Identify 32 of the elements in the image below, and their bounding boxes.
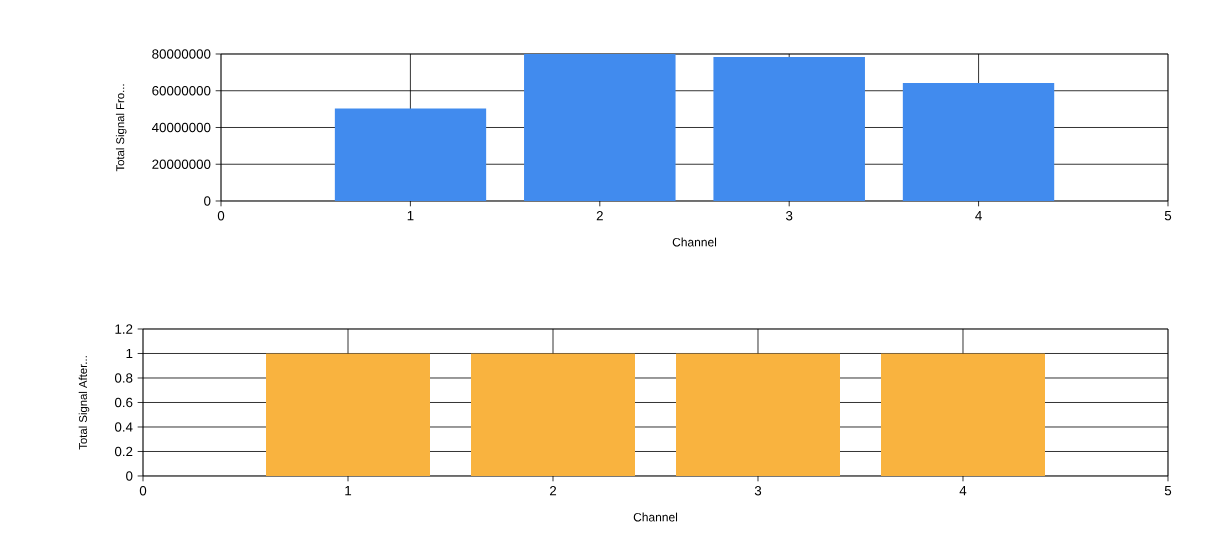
y-tick-label: 0.8 xyxy=(114,373,133,383)
y-tick-label: 1.2 xyxy=(115,324,133,334)
y-tick-label: 0 xyxy=(204,196,211,206)
x-tick-label: 1 xyxy=(345,486,352,496)
x-tick-label: 2 xyxy=(596,211,603,221)
x-tick-label: 1 xyxy=(407,211,414,221)
x-tick-label: 2 xyxy=(549,486,557,496)
y-tick-label: 20000000 xyxy=(152,159,211,169)
y-tick-label: 80000000 xyxy=(152,49,211,59)
x-tick-label: 0 xyxy=(217,211,225,221)
bar xyxy=(902,83,1055,201)
x-axis-title: Channel xyxy=(672,237,717,247)
x-axis-title: Channel xyxy=(633,512,678,522)
x-tick-label: 5 xyxy=(1164,486,1172,496)
y-axis-title: Total Signal After... xyxy=(78,356,90,450)
bar xyxy=(524,54,676,201)
bar xyxy=(713,56,865,201)
y-tick-label: 0.4 xyxy=(114,422,133,432)
y-axis-title: Total Signal Fro... xyxy=(115,84,127,172)
y-tick-label: 0.6 xyxy=(114,397,133,408)
y-tick-label: 0.2 xyxy=(114,446,133,457)
x-tick-label: 0 xyxy=(139,486,147,496)
y-tick-label: 60000000 xyxy=(152,86,211,96)
x-tick-label: 3 xyxy=(754,486,762,496)
x-tick-label: 5 xyxy=(1164,211,1172,221)
y-tick-label: 40000000 xyxy=(151,122,211,133)
bar xyxy=(334,108,487,201)
y-tick-label: 1 xyxy=(126,348,133,359)
x-tick-label: 4 xyxy=(959,486,967,496)
x-tick-label: 4 xyxy=(975,211,982,221)
y-tick-label: 0 xyxy=(126,471,133,481)
x-tick-label: 3 xyxy=(785,211,793,221)
